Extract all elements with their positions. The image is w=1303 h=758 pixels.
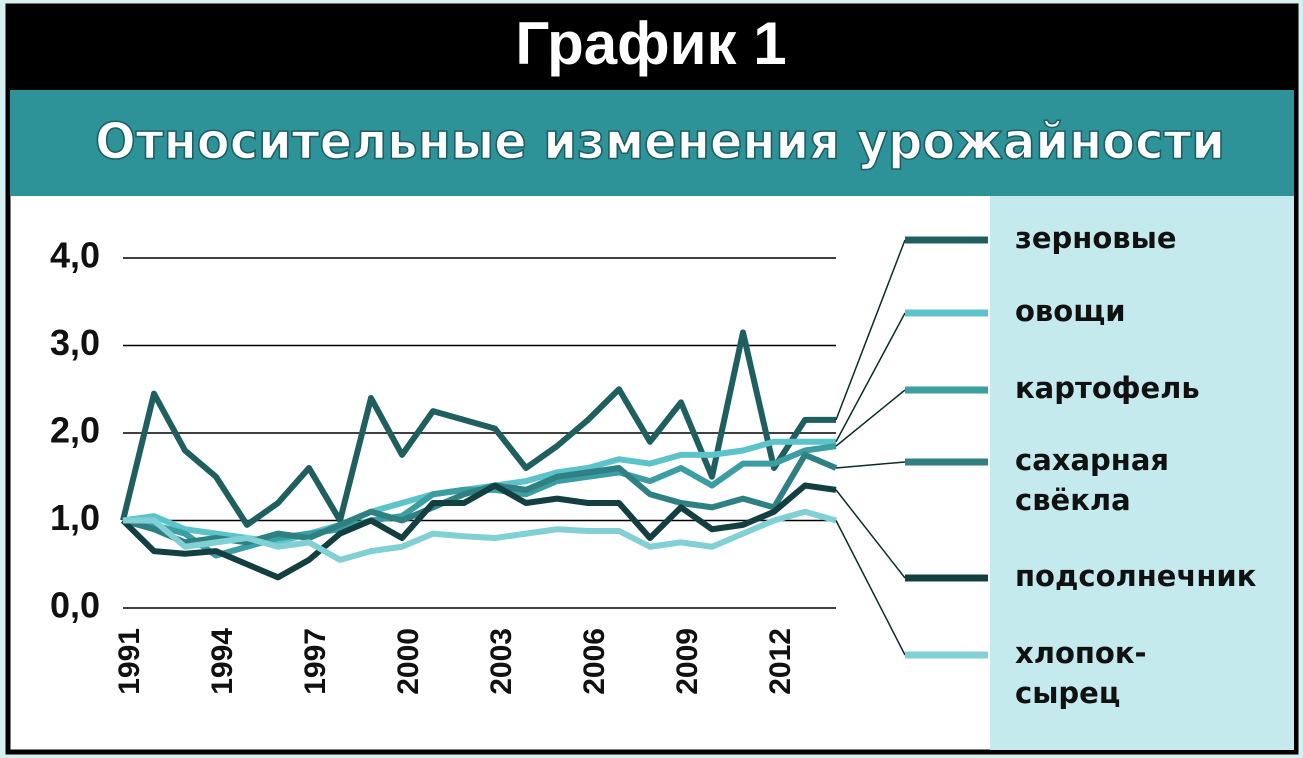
x-tick-label: 1997	[299, 628, 332, 695]
y-tick-label: 4,0	[50, 235, 100, 276]
legend-label: сахарная свёкла	[1015, 443, 1170, 517]
legend-panel	[990, 196, 1294, 750]
legend-label: зерновые	[1015, 221, 1177, 255]
x-tick-label: 2009	[671, 628, 704, 695]
x-tick-label: 2006	[578, 628, 611, 695]
x-tick-label: 2000	[392, 628, 425, 695]
legend-connector	[835, 239, 906, 421]
x-tick-label: 2003	[485, 628, 518, 695]
title-band	[10, 8, 1294, 90]
series-line	[123, 508, 837, 563]
legend-connector	[835, 489, 906, 579]
x-tick-label: 1991	[113, 628, 146, 695]
x-tick-label: 1994	[206, 628, 239, 695]
legend-connector	[835, 520, 906, 656]
legend-label: картофель	[1015, 371, 1200, 405]
y-tick-label: 1,0	[50, 497, 100, 538]
legend-label: овощи	[1015, 294, 1126, 328]
legend-connector	[835, 389, 906, 447]
series-line	[120, 482, 837, 581]
y-tick-label: 2,0	[50, 410, 100, 451]
legend-label: подсолнечник	[1015, 559, 1257, 593]
chart-title: График 1	[515, 10, 786, 77]
x-tick-label: 2012	[764, 628, 797, 695]
chart-subtitle: Относительные изменения урожайности	[95, 113, 1225, 171]
y-tick-label: 3,0	[50, 322, 100, 363]
y-tick-label: 0,0	[50, 585, 100, 626]
legend-connector	[835, 461, 906, 469]
legend-label: хлопок-сырец	[1015, 636, 1147, 710]
subtitle-band	[10, 90, 1294, 196]
legend-connector	[835, 312, 906, 443]
